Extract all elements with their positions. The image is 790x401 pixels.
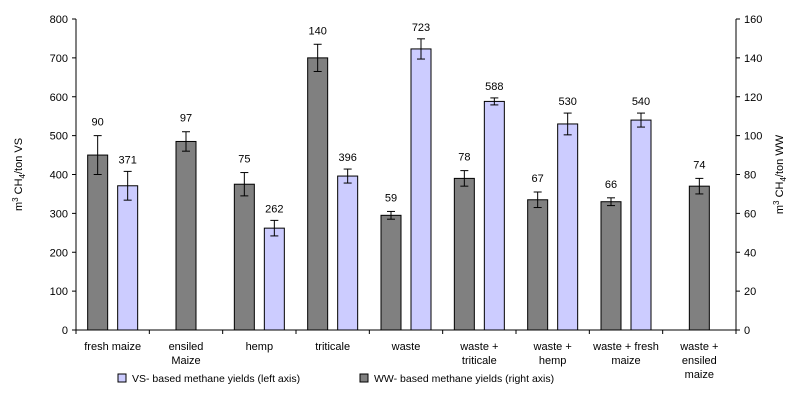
legend-label: WW- based methane yields (right axis) [374, 373, 554, 385]
ww-data-label: 74 [693, 159, 705, 171]
ww-data-label: 140 [308, 25, 326, 37]
left-tick-label: 800 [50, 14, 68, 26]
ww-data-label: 90 [92, 117, 104, 129]
ww-data-label: 97 [180, 113, 192, 125]
right-tick-label: 100 [744, 131, 762, 143]
left-tick-label: 700 [50, 53, 68, 65]
right-tick-label: 160 [744, 14, 762, 26]
vs-bar [557, 123, 579, 331]
vs-data-label: 396 [338, 152, 356, 164]
category-label: hemp [246, 341, 274, 353]
ww-bar [380, 214, 402, 331]
ww-bar [688, 185, 710, 331]
category-label: waste + triticale [459, 341, 498, 367]
vs-data-label: 540 [632, 96, 650, 108]
right-tick-label: 120 [744, 92, 762, 104]
left-tick-label: 300 [50, 208, 68, 220]
ww-bar [307, 57, 329, 331]
left-tick-label: 500 [50, 131, 68, 143]
vs-bar [263, 227, 285, 331]
vs-bar [483, 100, 505, 331]
vs-data-label: 723 [412, 22, 430, 34]
vs-data-label: 588 [485, 81, 503, 93]
category-label: waste + hemp [533, 341, 572, 367]
ww-bar [175, 140, 197, 331]
ww-data-label: 78 [458, 152, 470, 164]
right-tick-label: 20 [744, 286, 756, 298]
ww-data-label: 75 [238, 154, 250, 166]
vs-bar [337, 175, 359, 331]
vs-bar [117, 185, 139, 331]
right-tick-label: 40 [744, 247, 756, 259]
category-label: ensiled Maize [169, 341, 204, 367]
left-tick-label: 200 [50, 247, 68, 259]
left-axis-title: m3 CH4/ton VS [11, 138, 27, 211]
category-label: waste [391, 341, 421, 353]
category-label: waste + ensiled maize [679, 341, 718, 381]
ww-data-label: 66 [605, 179, 617, 191]
vs-bar [630, 119, 652, 331]
right-axis-title: m3 CH4/ton WW [772, 134, 788, 214]
ww-data-label: 67 [532, 173, 544, 185]
left-tick-label: 600 [50, 92, 68, 104]
ww-bar [527, 199, 549, 331]
category-label: triticale [315, 341, 350, 353]
vs-bar [410, 48, 432, 331]
legend-label: VS- based methane yields (left axis) [132, 373, 300, 385]
ww-bar [233, 183, 255, 331]
category-label: fresh maize [84, 341, 141, 353]
ww-data-label: 59 [385, 192, 397, 204]
ww-bar [600, 201, 622, 331]
right-tick-label: 80 [744, 170, 756, 182]
right-tick-label: 60 [744, 208, 756, 220]
left-tick-label: 400 [50, 170, 68, 182]
legend-swatch [359, 373, 369, 383]
vs-data-label: 371 [118, 154, 136, 166]
legend-swatch [117, 373, 127, 383]
ww-bar [87, 154, 109, 331]
vs-data-label: 530 [558, 96, 576, 108]
left-tick-label: 100 [50, 286, 68, 298]
right-tick-label: 0 [744, 325, 750, 337]
category-label: waste + fresh maize [592, 341, 659, 367]
left-tick-label: 0 [62, 325, 68, 337]
vs-data-label: 262 [265, 203, 283, 215]
ww-bar [453, 177, 475, 331]
right-tick-label: 140 [744, 53, 762, 65]
